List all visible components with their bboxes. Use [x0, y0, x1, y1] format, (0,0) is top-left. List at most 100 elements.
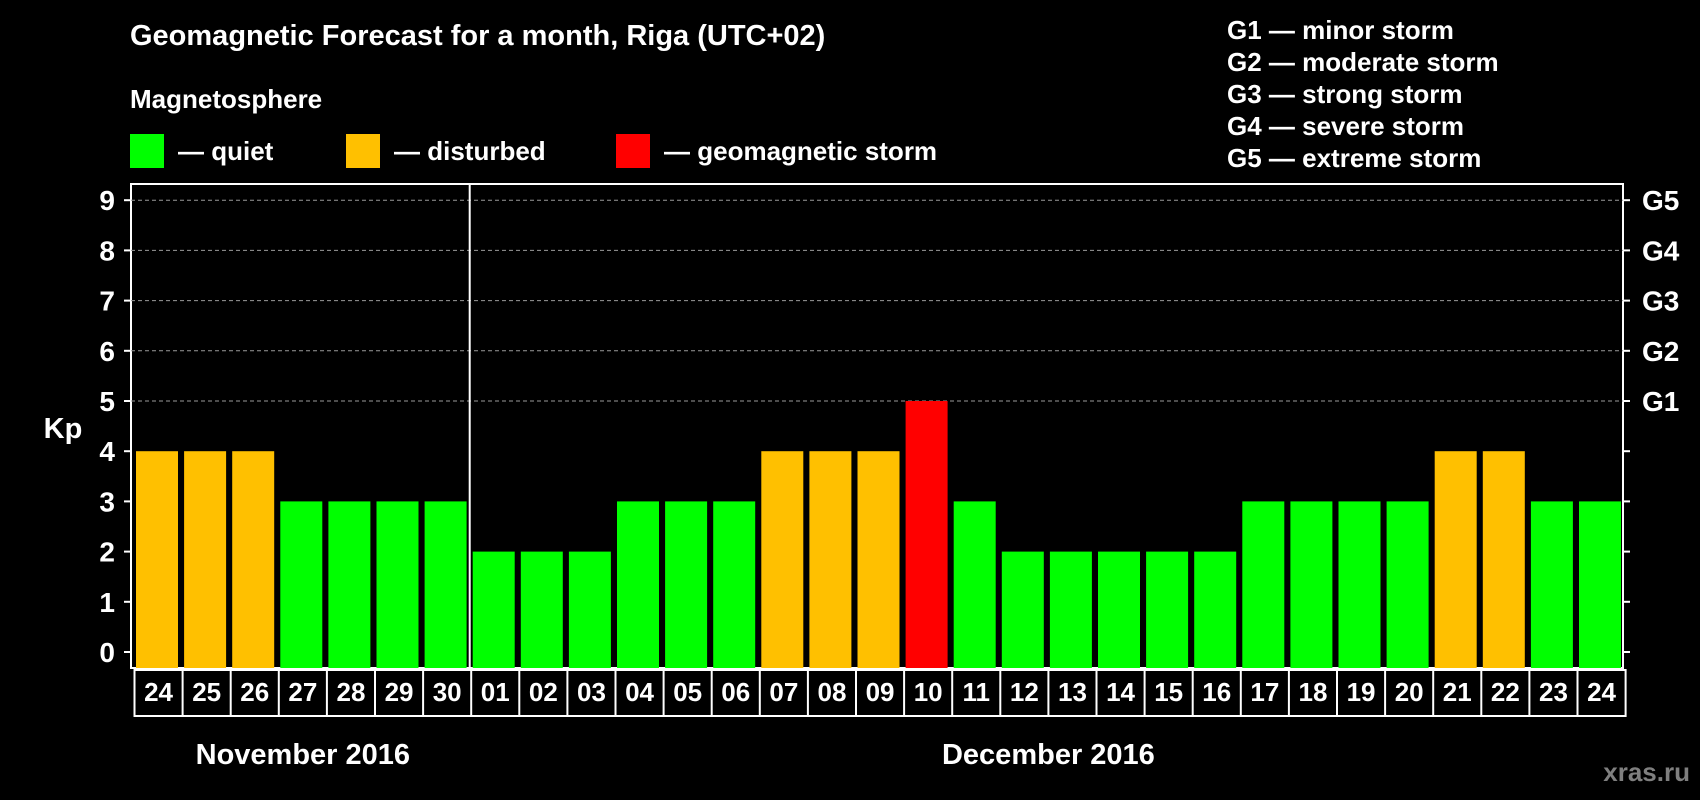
bar-day-21 — [1098, 551, 1140, 668]
bar-day-18 — [953, 501, 996, 668]
storm-scale-g3: G3 — strong storm — [1227, 79, 1463, 109]
bar-day-15 — [809, 451, 852, 668]
bar-day-17 — [905, 401, 948, 668]
x-tick-label: 20 — [1395, 677, 1424, 707]
bar-day-12 — [665, 501, 708, 668]
y-tick-label-7: 7 — [99, 286, 115, 317]
bar-day-14 — [761, 451, 804, 668]
bar-day-19 — [1001, 551, 1044, 668]
y-tick-label-6: 6 — [99, 336, 115, 367]
x-tick-label: 16 — [1202, 677, 1231, 707]
legend-item-storm: — geomagnetic storm — [616, 134, 937, 168]
y-tick-label-2: 2 — [99, 537, 115, 568]
bar-day-16 — [857, 451, 900, 668]
x-tick-label: 17 — [1250, 677, 1279, 707]
right-axis-label-g5: G5 — [1642, 185, 1679, 216]
storm-scale-legend: G1 — minor storm G2 — moderate storm G3 … — [1227, 14, 1499, 174]
bar-day-2 — [184, 451, 227, 668]
x-tick-label: 26 — [240, 677, 269, 707]
bar-day-26 — [1338, 501, 1381, 668]
x-tick-label: 05 — [673, 677, 702, 707]
x-tick-label: 21 — [1443, 677, 1472, 707]
legend-item-disturbed: — disturbed — [346, 134, 546, 168]
y-tick-label-8: 8 — [99, 235, 115, 266]
bar-day-8 — [472, 551, 515, 668]
bar-day-20 — [1049, 551, 1092, 668]
bar-day-4 — [280, 501, 323, 668]
right-axis-label-g3: G3 — [1642, 286, 1679, 317]
bar-day-11 — [617, 501, 659, 668]
x-tick-label: 03 — [577, 677, 606, 707]
x-tick-label: 02 — [529, 677, 558, 707]
date-box-frame — [133, 669, 1627, 717]
bar-day-30 — [1530, 501, 1573, 668]
y-tick-label-3: 3 — [99, 486, 115, 517]
legend-swatch-disturbed — [346, 134, 380, 168]
bar-day-3 — [232, 451, 275, 668]
bar-day-27 — [1386, 501, 1429, 668]
storm-scale-g5: G5 — extreme storm — [1227, 143, 1482, 173]
bar-day-5 — [328, 501, 371, 668]
legend-swatch-quiet — [130, 134, 164, 168]
x-tick-label: 15 — [1154, 677, 1183, 707]
storm-scale-g1: G1 — minor storm — [1227, 15, 1454, 45]
legend-item-quiet: — quiet — [130, 134, 273, 168]
watermark: xras.ru — [1603, 757, 1690, 787]
x-tick-label: 09 — [866, 677, 895, 707]
storm-scale-g2: G2 — moderate storm — [1227, 47, 1499, 77]
legend-label-storm: — geomagnetic storm — [664, 135, 938, 166]
bar-day-31 — [1579, 501, 1621, 668]
y-axis-label: Kp — [44, 413, 83, 445]
x-tick-label: 04 — [625, 677, 654, 707]
y-tick-label-9: 9 — [99, 185, 115, 216]
legend-heading: Magnetosphere — [130, 84, 323, 114]
y-tick-label-5: 5 — [99, 386, 115, 417]
x-tick-label: 29 — [385, 677, 414, 707]
month-label-december: December 2016 — [942, 739, 1155, 771]
x-tick-label: 19 — [1347, 677, 1376, 707]
bar-day-24 — [1242, 501, 1285, 668]
right-axis-label-g1: G1 — [1642, 386, 1679, 417]
chart-title: Geomagnetic Forecast for a month, Riga (… — [130, 20, 826, 52]
legend-swatch-storm — [616, 134, 650, 168]
bar-day-29 — [1482, 451, 1525, 668]
bar-day-6 — [376, 501, 419, 668]
x-tick-label: 13 — [1058, 677, 1087, 707]
x-tick-label: 06 — [721, 677, 750, 707]
x-tick-label: 18 — [1298, 677, 1327, 707]
x-tick-label: 22 — [1491, 677, 1520, 707]
month-label-november: November 2016 — [196, 739, 410, 771]
bar-day-1 — [136, 451, 178, 668]
x-tick-label: 11 — [963, 677, 991, 707]
storm-scale-g4: G4 — severe storm — [1227, 111, 1465, 141]
x-tick-label: 07 — [769, 677, 798, 707]
bar-day-13 — [713, 501, 756, 668]
bar-day-23 — [1194, 551, 1237, 668]
x-tick-label: 08 — [817, 677, 846, 707]
bar-day-9 — [520, 551, 563, 668]
legend-label-disturbed: — disturbed — [394, 135, 546, 166]
bar-day-22 — [1146, 551, 1189, 668]
x-tick-label: 14 — [1106, 677, 1135, 707]
x-tick-label: 24 — [144, 677, 173, 707]
x-tick-label: 01 — [481, 677, 510, 707]
bar-day-7 — [424, 501, 467, 668]
y-tick-label-4: 4 — [99, 436, 115, 467]
bar-day-28 — [1434, 451, 1477, 668]
right-axis-label-g2: G2 — [1642, 336, 1679, 367]
right-axis-label-g4: G4 — [1642, 235, 1680, 266]
x-tick-label: 23 — [1539, 677, 1568, 707]
x-tick-label: 12 — [1010, 677, 1039, 707]
bar-day-10 — [568, 551, 611, 668]
y-tick-label-0: 0 — [99, 637, 115, 668]
y-tick-label-1: 1 — [99, 587, 115, 618]
x-tick-label: 28 — [336, 677, 365, 707]
legend-label-quiet: — quiet — [178, 135, 274, 166]
bar-day-25 — [1290, 501, 1333, 668]
x-tick-label: 27 — [288, 677, 317, 707]
x-tick-label: 10 — [914, 677, 943, 707]
x-tick-label: 25 — [192, 677, 221, 707]
x-tick-label: 24 — [1587, 677, 1616, 707]
x-tick-label: 30 — [433, 677, 462, 707]
